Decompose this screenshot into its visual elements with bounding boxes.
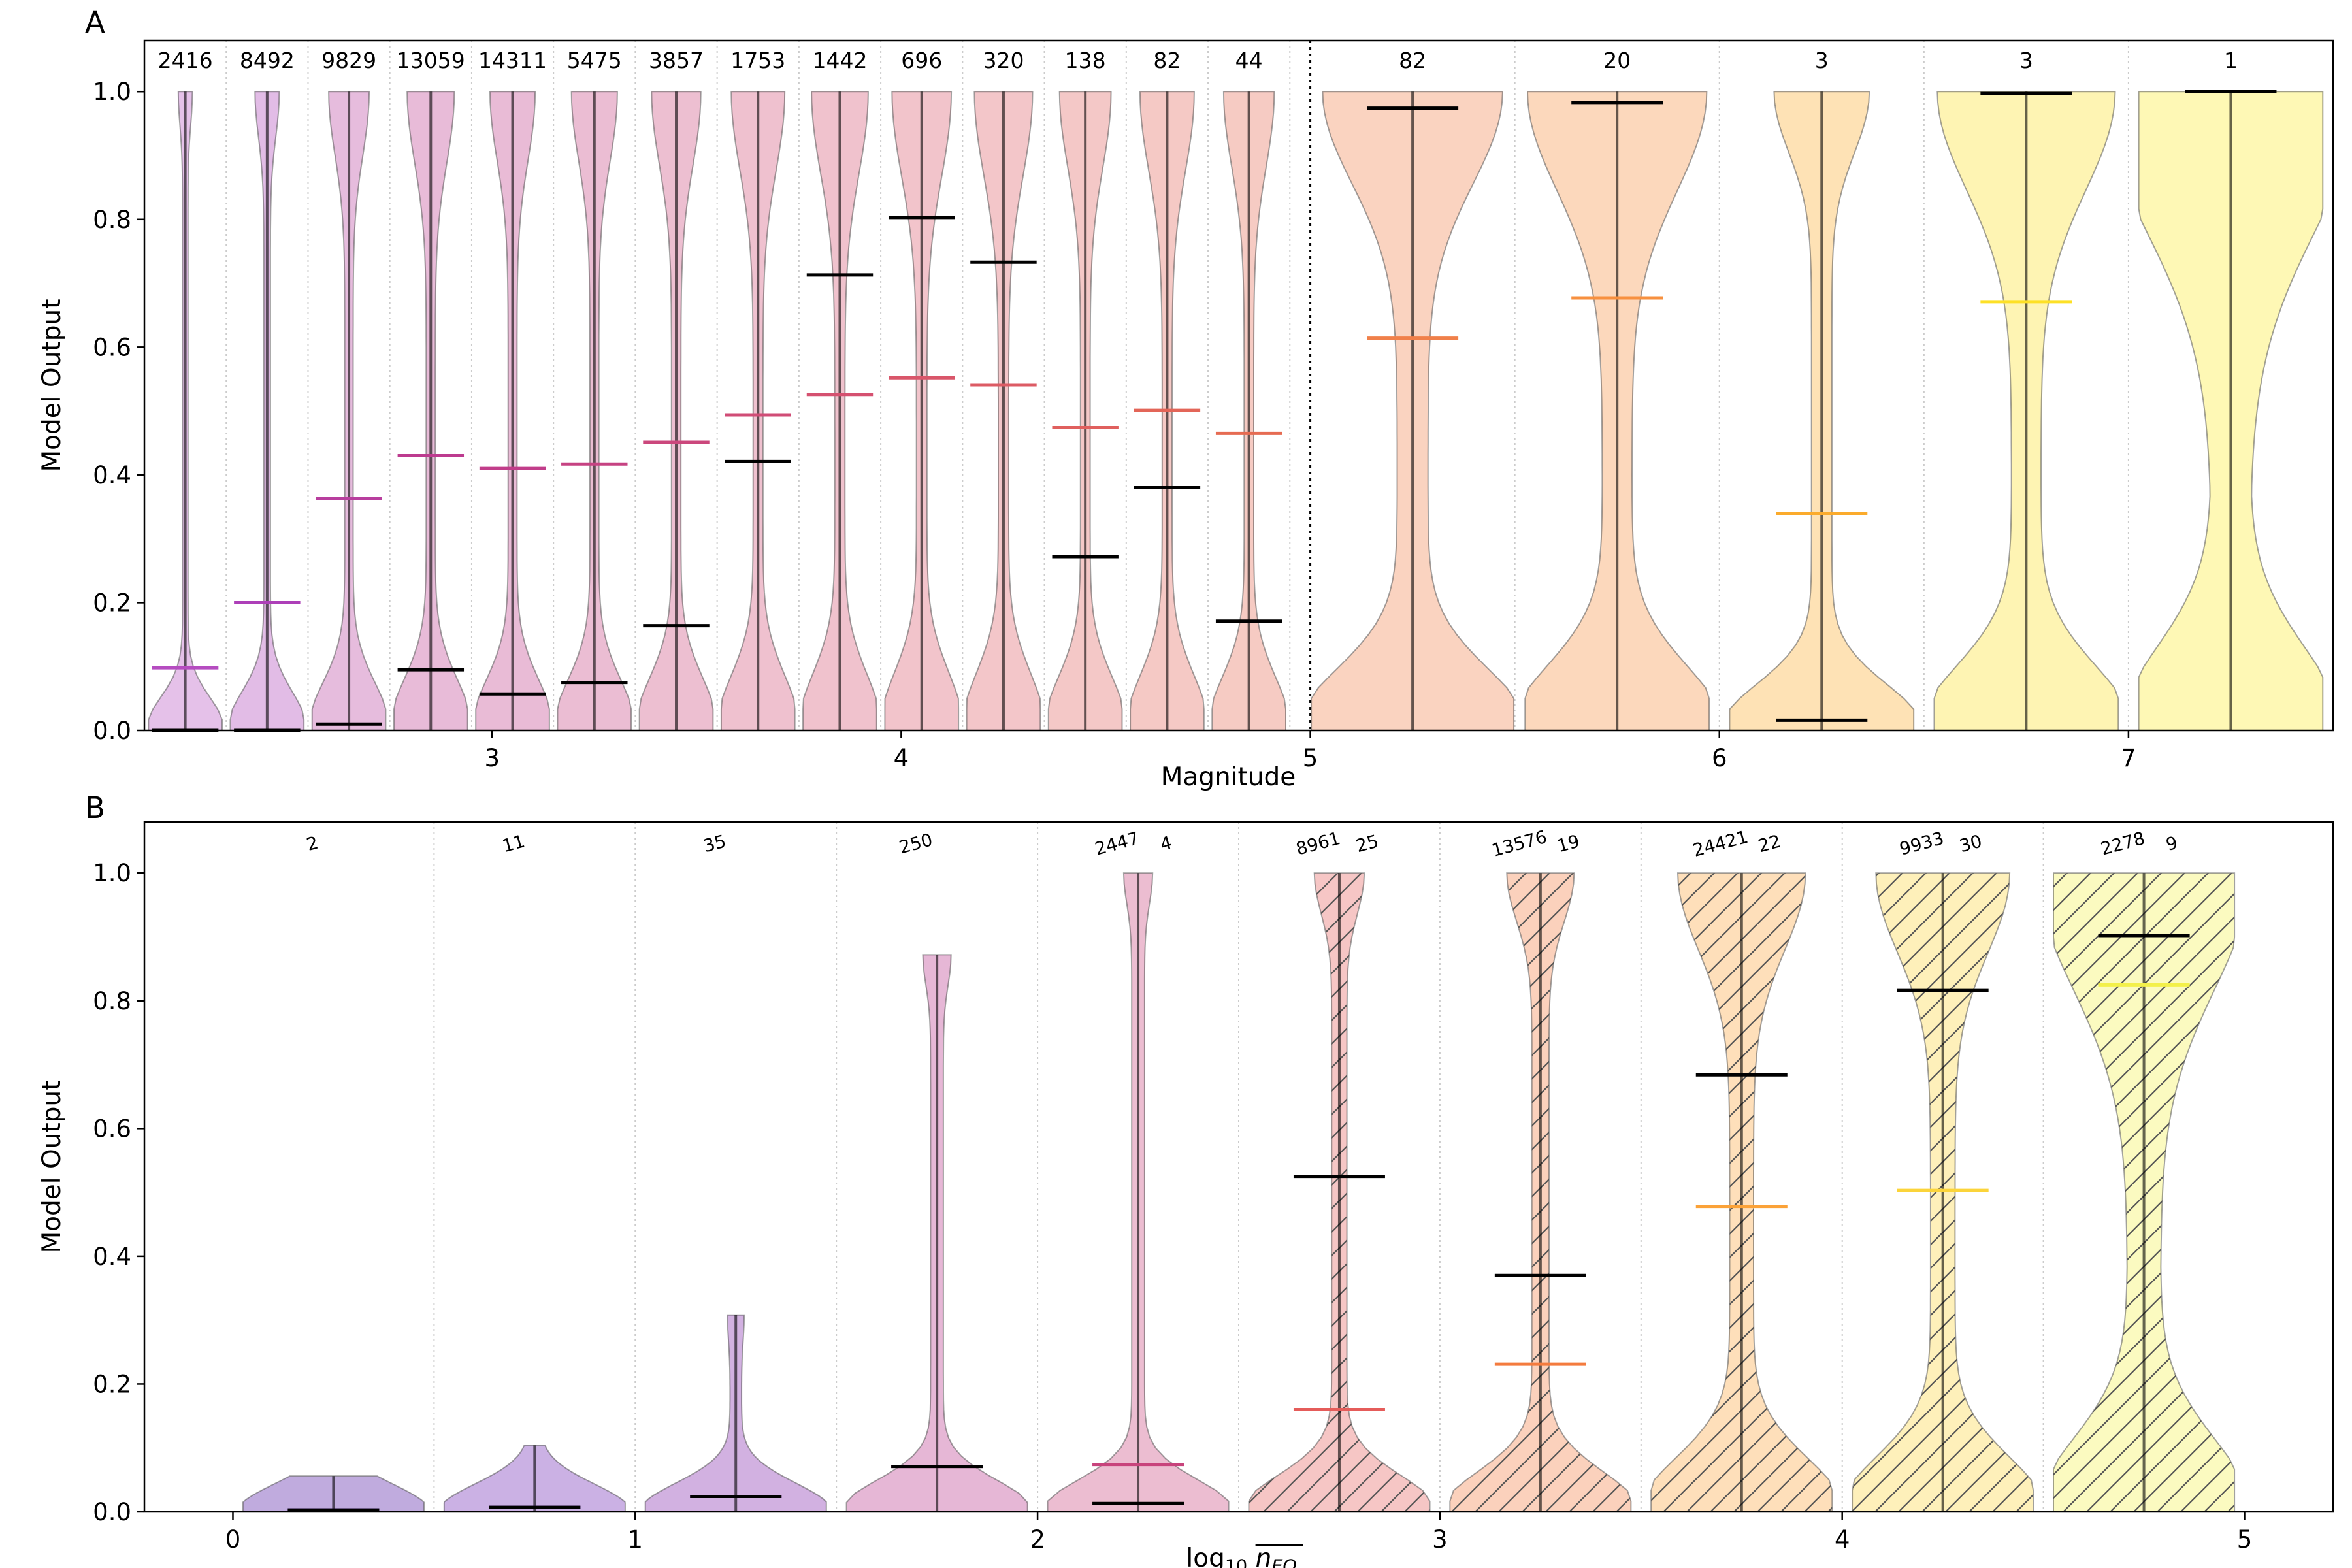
- bin-count: 2447: [1093, 828, 1141, 860]
- panel-a-markers: [152, 90, 2277, 732]
- bin-count-secondary: 22: [1756, 831, 1783, 857]
- y-tick-label: 0.8: [93, 987, 131, 1015]
- panel-b-markers: [287, 873, 2190, 1512]
- bin-count: 3: [1815, 48, 1829, 73]
- bin-count: 82: [1153, 48, 1181, 73]
- y-tick-label: 0.0: [93, 717, 131, 745]
- bin-count: 2278: [2099, 828, 2147, 860]
- bin-count: 320: [983, 48, 1024, 73]
- bin-count: 3: [2019, 48, 2033, 73]
- x-tick-label: 7: [2121, 744, 2136, 772]
- bin-count-secondary: 4: [1158, 833, 1175, 855]
- panel-a-ylabel: Model Output: [37, 299, 67, 472]
- panel-a-gridlines: [144, 41, 2334, 730]
- bin-count: 24421: [1691, 827, 1750, 861]
- bin-count: 9829: [321, 48, 376, 73]
- panel-a-axes: 0.0 0.2 0.4 0.6 0.8 1.0 3 4 5 6 7: [93, 78, 2136, 772]
- y-tick-label: 1.0: [93, 859, 131, 887]
- panel-b-label: B: [85, 791, 105, 825]
- bin-count: 138: [1065, 48, 1106, 73]
- bin-count: 2: [304, 833, 321, 855]
- panel-b-frame: [143, 821, 2334, 1513]
- y-tick-label: 0.4: [93, 461, 131, 489]
- bin-count: 3857: [649, 48, 704, 73]
- panel-a-frame: [143, 39, 2334, 732]
- x-tick-label: 1: [628, 1526, 644, 1554]
- bin-count-secondary: 25: [1354, 831, 1380, 857]
- bin-count: 5475: [567, 48, 622, 73]
- y-tick-label: 0.4: [93, 1243, 131, 1271]
- y-tick-label: 0.0: [93, 1498, 131, 1526]
- bin-count: 13576: [1490, 827, 1549, 861]
- panel-b-ylabel: Model Output: [37, 1081, 67, 1254]
- panel-b-counts: 2 11 35 250 2447 4 8961 25 13576 19 24421 22 9933 30 2…: [304, 827, 2180, 861]
- bin-count: 9933: [1897, 828, 1946, 860]
- panel-b-gridlines: [433, 822, 2044, 1512]
- y-tick-label: 0.6: [93, 1115, 131, 1143]
- bin-count: 1: [2224, 48, 2238, 73]
- x-tick-label: 2: [1030, 1526, 1045, 1554]
- bin-count: 8492: [240, 48, 295, 73]
- bin-count: 8961: [1294, 828, 1343, 860]
- panel-b: B 2 11 35 250 2447 4 8961 25 13576 19 24421 22 9933 3…: [37, 791, 2334, 1568]
- panel-b-xlabel: log10 nEQ: [1186, 1544, 1296, 1568]
- panel-a: A 2416 8492 9829 13059 14311 5475 3857 1753 1442…: [37, 5, 2334, 792]
- panel-a-xlabel: Magnitude: [1161, 762, 1296, 792]
- x-tick-label: 3: [484, 744, 500, 772]
- y-tick-label: 0.2: [93, 1370, 131, 1398]
- bin-count: 44: [1235, 48, 1263, 73]
- bin-count: 1753: [730, 48, 785, 73]
- bin-count: 1442: [812, 48, 867, 73]
- bin-count: 82: [1399, 48, 1426, 73]
- y-tick-label: 0.2: [93, 589, 131, 617]
- bin-count: 2416: [158, 48, 213, 73]
- bin-count: 13059: [397, 48, 465, 73]
- panel-a-counts: 2416 8492 9829 13059 14311 5475 3857 1753 1442 69…: [158, 48, 2238, 73]
- panel-a-label: A: [85, 5, 105, 40]
- y-tick-label: 0.6: [93, 333, 131, 361]
- bin-count: 250: [897, 830, 935, 858]
- panel-a-violins: [148, 91, 2324, 731]
- bin-count-secondary: 19: [1555, 831, 1582, 857]
- y-tick-label: 0.8: [93, 206, 131, 234]
- x-tick-label: 5: [2237, 1526, 2253, 1554]
- n-eq-symbol: n: [1256, 1544, 1272, 1568]
- bin-count-secondary: 30: [1957, 831, 1984, 857]
- bin-count: 14311: [478, 48, 547, 73]
- bin-count: 696: [901, 48, 942, 73]
- bin-count: 35: [701, 831, 728, 857]
- x-tick-label: 5: [1303, 744, 1318, 772]
- bin-count-secondary: 9: [2164, 833, 2180, 855]
- x-tick-label: 4: [1835, 1526, 1850, 1554]
- panel-b-axes: 0.0 0.2 0.4 0.6 0.8 1.0 0 1 2 3 4 5: [93, 859, 2252, 1554]
- y-tick-label: 1.0: [93, 78, 131, 106]
- bin-count: 20: [1603, 48, 1631, 73]
- x-tick-label: 6: [1712, 744, 1727, 772]
- x-tick-label: 0: [225, 1526, 241, 1554]
- bin-count: 11: [500, 831, 527, 857]
- x-tick-label: 4: [894, 744, 909, 772]
- x-tick-label: 3: [1432, 1526, 1448, 1554]
